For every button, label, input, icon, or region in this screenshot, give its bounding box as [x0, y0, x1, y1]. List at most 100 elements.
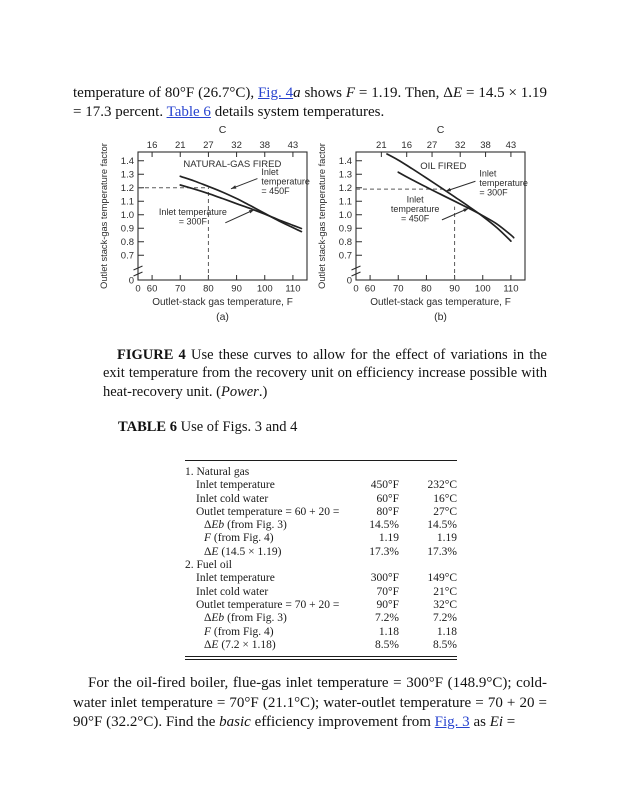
x-zero-label: 0 — [353, 284, 358, 295]
panel-label: (b) — [434, 311, 447, 323]
row-label: ΔEb (from Fig. 3) — [185, 612, 355, 625]
value-fahrenheit: 1.18 — [378, 625, 399, 638]
annotation-label: Inlet — [479, 168, 497, 178]
y-tick-label: 1.3 — [121, 169, 134, 180]
value-celsius: 27°C — [433, 505, 457, 518]
y-tick-label: 0.7 — [339, 250, 352, 261]
x-tick-label: 70 — [175, 284, 186, 295]
y-tick-label: 0.9 — [339, 223, 352, 234]
text-segment: shows — [300, 85, 346, 101]
table-row: F (from Fig. 4) 1.18 1.18 — [185, 626, 457, 639]
value-celsius: 17.3% — [427, 545, 457, 558]
figure-4: C 16 21 27 32 38 43 1.4 1.3 1.2 1.1 1.0 0.9 0.8 0.7 0 0 6… — [98, 122, 534, 324]
table-6-link[interactable]: Table 6 — [166, 104, 211, 120]
y-tick-label: 1.0 — [339, 210, 352, 221]
text-segment: Inlet cold water — [196, 585, 269, 598]
text-segment: = — [503, 714, 516, 730]
row-label: Inlet temperature — [185, 572, 355, 585]
text-segment: details system temperatures. — [210, 104, 385, 120]
text-segment: .) — [258, 383, 268, 400]
text-segment: Eb — [211, 612, 225, 625]
table-row: ΔEb (from Fig. 3) 7.2% 7.2% — [185, 612, 457, 625]
x-tick-label: 90 — [449, 284, 460, 295]
text-segment: Use of Figs. 3 and 4 — [176, 419, 298, 435]
y-tick-label: 0.8 — [121, 237, 134, 248]
annotation-label: temperature — [391, 204, 440, 214]
text-segment: basic — [219, 714, 251, 730]
value-fahrenheit: 17.3% — [369, 545, 399, 558]
y-tick-label: 1.4 — [339, 156, 352, 167]
text-segment: Outlet temperature = 70 + 20 = — [196, 598, 340, 611]
axis-break — [133, 265, 143, 277]
fig-4-link[interactable]: Fig. 4 — [257, 85, 294, 101]
table-row: F (from Fig. 4) 1.19 1.19 — [185, 532, 457, 545]
annotation-arrowhead — [445, 187, 452, 192]
top-tick-label: 43 — [506, 140, 517, 151]
y-tick-label: 1.2 — [339, 183, 352, 194]
table-section-heading: 2. Fuel oil — [185, 559, 457, 572]
y-tick-label: 1.0 — [121, 210, 134, 221]
y-axis-label: Outlet stack-gas temperature factor — [99, 143, 109, 289]
value-fahrenheit: 60°F — [376, 492, 400, 505]
text-segment: (from Fig. 4) — [211, 625, 274, 638]
top-tick-label: 21 — [376, 140, 387, 151]
value-celsius: 232°C — [427, 479, 457, 492]
annotation-arrow-line — [445, 180, 476, 192]
table-row: ΔE (7.2 × 1.18) 8.5% 8.5% — [185, 639, 457, 658]
value-fahrenheit: 1.19 — [378, 532, 399, 545]
value-celsius: 149°C — [427, 572, 457, 585]
text-segment: FIGURE 4 — [117, 346, 186, 363]
table-row: Outlet temperature = 60 + 20 = 80°F 27°C — [185, 506, 457, 519]
text-segment: = 1.19. Then, Δ — [355, 85, 453, 101]
table-row: Inlet cold water 60°F 16°C — [185, 493, 457, 506]
top-tick-label: 27 — [203, 140, 214, 151]
top-tick-label: 16 — [401, 140, 412, 151]
top-tick-label: 38 — [480, 140, 491, 151]
row-label: Outlet temperature = 70 + 20 = — [185, 599, 355, 612]
plot-frame — [137, 151, 308, 281]
y-tick-label: 0.8 — [339, 237, 352, 248]
annotation-label: = 300F — [479, 187, 508, 197]
text-segment: (14.5 × 1.19) — [218, 545, 282, 558]
top-tick-label: 27 — [427, 140, 438, 151]
text-segment: F — [204, 532, 212, 545]
text-segment: temperature of 80°F (26.7°C), — [73, 85, 258, 101]
value-fahrenheit: 14.5% — [369, 519, 399, 532]
row-label: ΔE (7.2 × 1.18) — [185, 639, 355, 658]
panel-label: (a) — [216, 311, 229, 323]
table-row: ΔEb (from Fig. 3) 14.5% 14.5% — [185, 519, 457, 532]
axis-break — [351, 265, 361, 277]
x-tick-label: 60 — [365, 284, 376, 295]
value-fahrenheit: 90°F — [376, 598, 400, 611]
value-celsius: 16°C — [433, 492, 457, 505]
row-label: ΔE (14.5 × 1.19) — [185, 546, 355, 559]
section-heading: 2. Fuel oil — [185, 559, 232, 572]
y-tick-label: 0.7 — [121, 250, 134, 261]
text-segment: = 14.5 × 1.19 = 17.3 percent. — [73, 85, 548, 120]
value-celsius: 1.19 — [436, 532, 457, 545]
x-tick-label: 60 — [147, 284, 158, 295]
plot-frame — [355, 151, 526, 281]
x-zero-label: 0 — [135, 284, 140, 295]
text-segment: Power — [220, 383, 259, 400]
system-temperatures-table: 1. Natural gas Inlet temperature 450°F 232°… — [185, 460, 457, 661]
y-axis-label: Outlet stack-gas temperature factor — [317, 143, 327, 289]
y-tick-label: 1.3 — [339, 169, 352, 180]
x-tick-label: 90 — [231, 284, 242, 295]
text-segment: F — [204, 625, 212, 638]
fig-3-link[interactable]: Fig. 3 — [434, 714, 470, 730]
y-tick-label: 1.2 — [121, 183, 134, 194]
annotation-arrowhead — [230, 185, 237, 189]
row-label: F (from Fig. 4) — [185, 532, 355, 545]
value-fahrenheit: 8.5% — [375, 638, 399, 651]
value-celsius: 21°C — [433, 585, 457, 598]
value-fahrenheit: 70°F — [376, 585, 400, 598]
text-segment: Inlet cold water — [196, 492, 269, 505]
text-segment: (from Fig. 4) — [211, 532, 274, 545]
row-label: ΔEb (from Fig. 3) — [185, 519, 355, 532]
y-tick-label: 1.4 — [121, 156, 134, 167]
top-axis-label: C — [219, 124, 227, 136]
curve — [397, 171, 515, 239]
x-tick-label: 110 — [503, 284, 518, 295]
x-tick-label: 100 — [257, 284, 273, 295]
